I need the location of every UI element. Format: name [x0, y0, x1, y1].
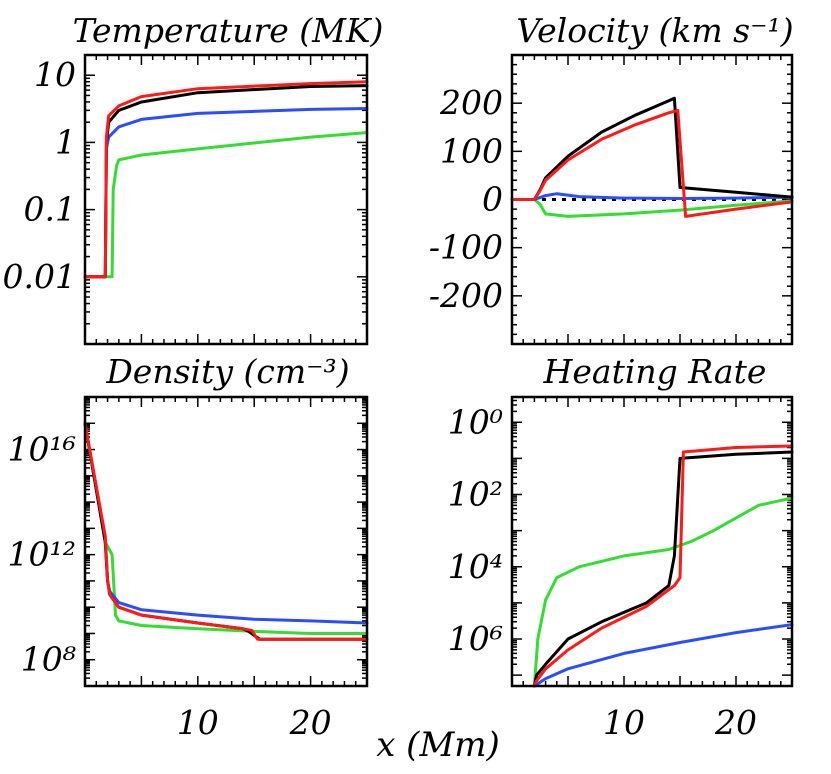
- density-series: [83, 421, 369, 641]
- density-title: Density (cm⁻³): [105, 352, 349, 391]
- y-tick-label: 10¹⁶: [8, 430, 76, 469]
- series-black-line: [83, 421, 369, 641]
- density-xtick-labels: 10 20: [177, 703, 332, 742]
- series-black-line: [83, 84, 369, 279]
- density-ticks: [85, 396, 367, 687]
- series-green-line: [510, 198, 794, 218]
- panel-velocity: Velocity (km s⁻¹) 200 100 0 -100 -200: [429, 11, 794, 346]
- temperature-ytick-labels: 10 1 0.1 0.01: [3, 55, 76, 296]
- density-ytick-labels: 10¹⁶ 10¹² 10⁸: [8, 430, 77, 679]
- y-tick-label: 10⁰: [448, 402, 503, 441]
- x-tick-label: 20: [289, 703, 332, 742]
- y-tick-label: 0.01: [3, 257, 76, 296]
- y-tick-label: 100: [440, 131, 503, 170]
- series-green-line: [83, 421, 369, 635]
- temperature-frame: [83, 53, 369, 346]
- velocity-ytick-labels: 200 100 0 -100 -200: [429, 83, 503, 315]
- heating-series: [532, 444, 794, 688]
- panel-heating: Heating Rate 10⁰ 10² 10⁴ 10⁶ 10 20: [448, 352, 794, 742]
- y-tick-label: 200: [439, 83, 503, 122]
- heating-title: Heating Rate: [543, 352, 767, 391]
- density-frame: [83, 395, 369, 688]
- series-black-line: [510, 96, 794, 201]
- series-red-line: [83, 80, 369, 279]
- heating-frame: [510, 395, 794, 688]
- y-tick-label: 10²: [448, 475, 503, 514]
- y-tick-label: -100: [429, 228, 503, 267]
- panel-temperature: Temperature (MK) 10 1 0.1 0.01: [3, 11, 384, 346]
- series-blue-line: [83, 421, 369, 625]
- series-blue-line: [83, 107, 369, 279]
- y-tick-label: 0: [482, 180, 503, 219]
- y-tick-label: 10¹²: [8, 535, 76, 574]
- series-blue-line: [510, 192, 794, 201]
- panel-density: Density (cm⁻³) 10¹⁶ 10¹² 10⁸ 10 20: [8, 352, 369, 742]
- x-tick-label: 20: [714, 703, 757, 742]
- velocity-frame: [510, 53, 794, 346]
- velocity-series: [510, 96, 794, 218]
- series-red-line: [532, 444, 794, 688]
- y-tick-label: 0.1: [24, 190, 76, 229]
- y-tick-label: 10: [34, 55, 76, 94]
- heating-ytick-labels: 10⁰ 10² 10⁴ 10⁶: [448, 402, 503, 658]
- heating-ticks: [512, 396, 792, 686]
- y-tick-label: 10⁶: [448, 619, 503, 658]
- velocity-ticks: [512, 54, 792, 345]
- x-tick-label: 10: [177, 703, 219, 742]
- y-tick-label: 1: [55, 122, 76, 161]
- temperature-ticks: [85, 54, 367, 345]
- series-black-line: [532, 450, 794, 688]
- y-tick-label: 10⁸: [21, 640, 77, 679]
- series-green-line: [532, 496, 794, 688]
- heating-xtick-labels: 10 20: [603, 703, 757, 742]
- temperature-series: [83, 80, 369, 279]
- velocity-title: Velocity (km s⁻¹): [516, 11, 793, 50]
- series-red-line: [510, 108, 794, 218]
- y-tick-label: 10⁴: [448, 547, 503, 586]
- temperature-title: Temperature (MK): [73, 11, 384, 50]
- x-axis-label: x (Mm): [376, 725, 500, 765]
- series-blue-line: [532, 623, 794, 688]
- series-green-line: [83, 131, 369, 279]
- series-red-line: [83, 421, 369, 641]
- x-tick-label: 10: [603, 703, 645, 742]
- y-tick-label: -200: [429, 276, 503, 315]
